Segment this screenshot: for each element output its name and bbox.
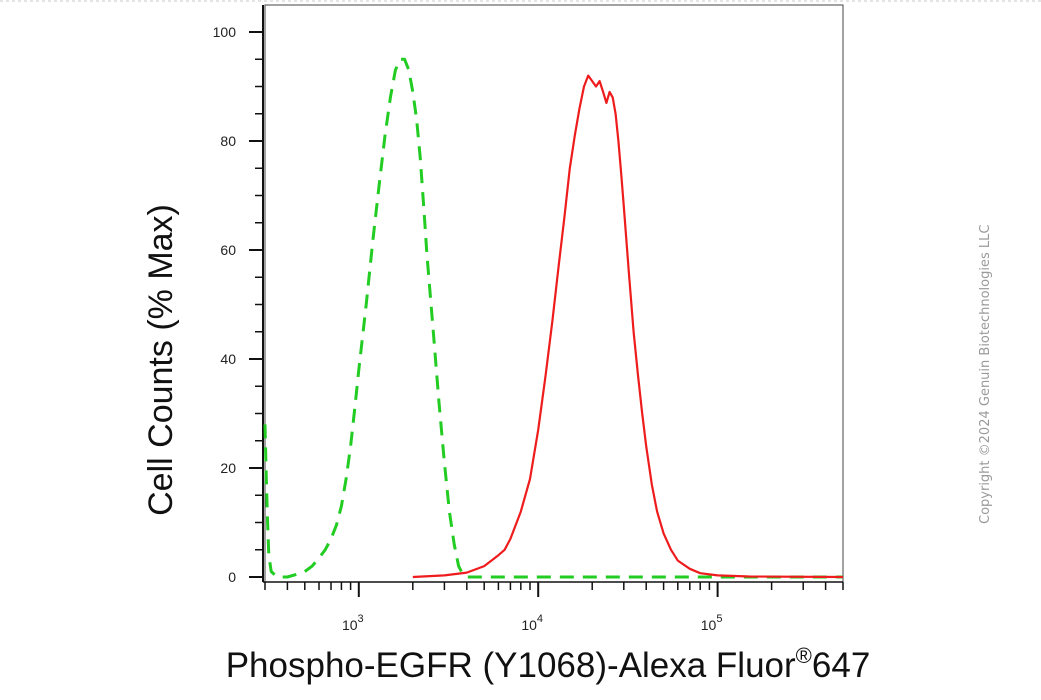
- x-tick-label: 105: [701, 613, 723, 633]
- x-axis-title-main: Phospho-EGFR (Y1068)-Alexa Fluor: [226, 646, 796, 685]
- series-line-dashed: [263, 57, 843, 579]
- y-tick-label: 0: [228, 569, 236, 585]
- y-axis-title: Cell Counts (% Max): [142, 204, 180, 516]
- copyright-watermark: Copyright ©2024 Genuin Biotechnologies L…: [978, 224, 993, 524]
- plot-frame: [264, 4, 844, 583]
- x-axis-title-suffix: 647: [812, 646, 870, 685]
- y-tick-label: 20: [220, 460, 236, 476]
- x-axis-title: Phospho-EGFR (Y1068)-Alexa Fluor®647: [226, 643, 871, 685]
- y-tick-label: 80: [220, 133, 236, 149]
- x-tick-label: 103: [342, 613, 364, 633]
- x-axis-title-sup: ®: [796, 643, 812, 668]
- x-axis-ticks: 103 104 105: [264, 582, 844, 633]
- y-axis-ticks: 0 20 40 60 80 100: [213, 24, 263, 585]
- series-layer: [263, 57, 844, 579]
- y-tick-label: 40: [220, 351, 236, 367]
- series-line-solid: [412, 74, 844, 579]
- y-tick-label: 60: [220, 242, 236, 258]
- x-tick-label: 104: [521, 613, 543, 633]
- y-tick-label: 100: [213, 24, 237, 40]
